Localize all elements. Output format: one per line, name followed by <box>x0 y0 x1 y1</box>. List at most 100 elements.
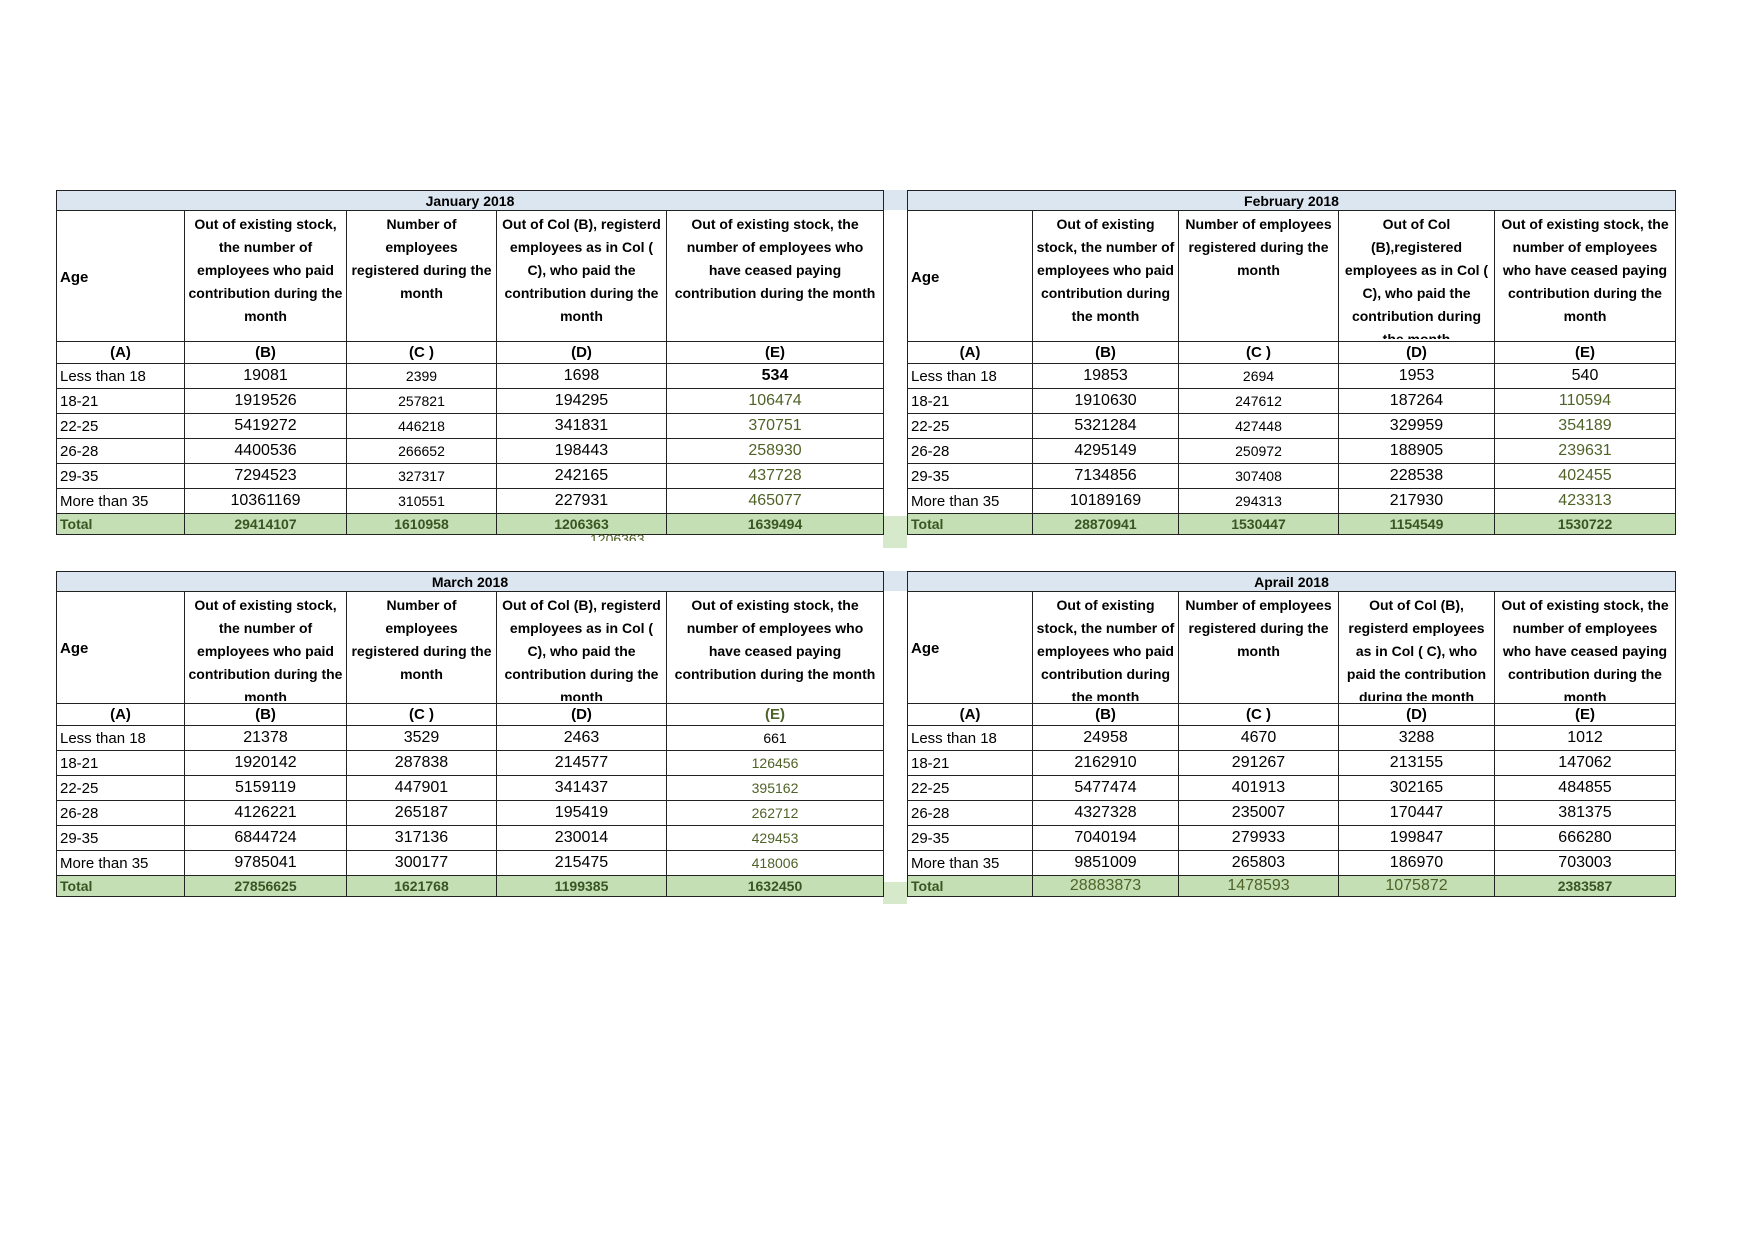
total-value: 1154549 <box>1338 513 1495 535</box>
table-row: 26-28 4126221 265187 195419 262712 <box>56 800 884 826</box>
gap-fill-total <box>883 516 907 548</box>
column-letter: (C ) <box>1178 341 1339 364</box>
value-cell: 195419 <box>496 800 667 826</box>
table-january-2018: January 2018 Age Out of existing stock, th… <box>55 190 885 535</box>
table-row: 29-35 7134856 307408 228538 402455 <box>907 463 1676 489</box>
value-cell: 188905 <box>1338 438 1495 464</box>
column-header: Out of existing stock, the number of emp… <box>666 591 884 704</box>
column-letter: (E) <box>1494 703 1676 726</box>
table-february-2018: February 2018 Age Out of existing stock, t… <box>907 190 1676 535</box>
column-letter: (E) <box>666 703 884 726</box>
table-row: 26-28 4295149 250972 188905 239631 <box>907 438 1676 464</box>
value-cell: 235007 <box>1178 800 1339 826</box>
value-cell: 381375 <box>1494 800 1676 826</box>
column-header-text: Out of existing stock, the number of emp… <box>188 597 343 701</box>
age-group-cell: More than 35 <box>56 488 185 514</box>
total-label: Total <box>56 875 185 897</box>
value-cell: 447901 <box>346 775 497 801</box>
overflow-text-fragment: 1206363 <box>590 534 645 541</box>
age-group-cell: 22-25 <box>907 413 1033 439</box>
table-row: 26-28 4327328 235007 170447 381375 <box>907 800 1676 826</box>
value-cell: 661 <box>666 725 884 751</box>
age-group-cell: More than 35 <box>907 488 1033 514</box>
value-cell: 170447 <box>1338 800 1495 826</box>
column-header: Number of employees registered during th… <box>1178 591 1339 704</box>
value-cell: 2694 <box>1178 363 1339 389</box>
column-header-text: Out of Col (B),registered employees as i… <box>1344 216 1489 339</box>
age-group-cell: Less than 18 <box>56 725 185 751</box>
total-value: 2383587 <box>1494 875 1676 897</box>
total-row: Total 28883873 1478593 1075872 2383587 <box>907 875 1676 897</box>
age-group-cell: 22-25 <box>56 413 185 439</box>
value-cell: 257821 <box>346 388 497 414</box>
age-group-cell: 22-25 <box>907 775 1033 801</box>
column-header: Out of existing stock, the number of emp… <box>1494 591 1676 704</box>
age-group-cell: Less than 18 <box>907 363 1033 389</box>
value-cell: 21378 <box>184 725 347 751</box>
total-value: 29414107 <box>184 513 347 535</box>
column-letter: (B) <box>184 341 347 364</box>
table-title: January 2018 <box>55 190 885 211</box>
total-value: 27856625 <box>184 875 347 897</box>
value-cell: 194295 <box>496 388 667 414</box>
value-cell: 214577 <box>496 750 667 776</box>
column-header-text: Out of existing stock, the number of emp… <box>1501 216 1669 324</box>
value-cell: 5419272 <box>184 413 347 439</box>
total-label: Total <box>56 513 185 535</box>
value-cell: 1919526 <box>184 388 347 414</box>
value-cell: 258930 <box>665 438 885 464</box>
column-letter: (A) <box>56 341 185 364</box>
table-row: More than 35 10189169 294313 217930 423313 <box>907 488 1676 514</box>
table-row: 18-21 1920142 287838 214577 126456 <box>56 750 884 776</box>
value-cell: 227931 <box>496 488 667 514</box>
age-group-cell: 29-35 <box>907 825 1033 851</box>
column-letter: (C ) <box>346 341 497 364</box>
column-header: Number of employees registered during th… <box>346 210 497 342</box>
age-group-cell: 29-35 <box>56 825 185 851</box>
column-letter: (A) <box>56 703 185 726</box>
column-header: Out of Col (B),registered employees as i… <box>1338 210 1495 342</box>
table-row: 29-35 7040194 279933 199847 666280 <box>907 825 1676 851</box>
value-cell: 1012 <box>1494 725 1676 751</box>
value-cell: 2162910 <box>1032 750 1179 776</box>
age-column-header: Age <box>56 591 185 704</box>
value-cell: 6844724 <box>184 825 347 851</box>
column-header-text: Out of existing stock, the number of emp… <box>674 597 876 682</box>
table-row: 22-25 5321284 427448 329959 354189 <box>907 413 1676 439</box>
value-cell: 341831 <box>496 413 667 439</box>
value-cell: 186970 <box>1338 850 1495 876</box>
value-cell: 4400536 <box>184 438 347 464</box>
table-row: 22-25 5419272 446218 341831 370751 <box>56 413 885 439</box>
value-cell: 5477474 <box>1032 775 1179 801</box>
column-letter: (D) <box>496 341 667 364</box>
value-cell: 423313 <box>1494 488 1676 514</box>
table-row: More than 35 10361169 310551 227931 465077 <box>56 488 885 514</box>
column-letter: (E) <box>665 341 885 364</box>
age-group-cell: Less than 18 <box>56 363 185 389</box>
column-letter: (D) <box>496 703 667 726</box>
table-row: 22-25 5159119 447901 341437 395162 <box>56 775 884 801</box>
age-group-cell: 18-21 <box>56 388 185 414</box>
value-cell: 4126221 <box>184 800 347 826</box>
value-cell: 110594 <box>1494 388 1676 414</box>
column-header-text: Number of employees registered during th… <box>1185 597 1332 659</box>
column-header-text: Out of Col (B), registerd employees as i… <box>502 597 661 701</box>
value-cell: 9851009 <box>1032 850 1179 876</box>
table-title: February 2018 <box>907 190 1676 211</box>
value-cell: 402455 <box>1494 463 1676 489</box>
value-cell: 307408 <box>1178 463 1339 489</box>
value-cell: 1920142 <box>184 750 347 776</box>
column-header-text: Number of employees registered during th… <box>351 597 492 682</box>
column-header: Out of existing stock, the number of emp… <box>1032 210 1179 342</box>
column-letter: (A) <box>907 703 1033 726</box>
total-value: 1530447 <box>1178 513 1339 535</box>
total-value: 1530722 <box>1494 513 1676 535</box>
value-cell: 279933 <box>1178 825 1339 851</box>
value-cell: 199847 <box>1338 825 1495 851</box>
gap-fill-title <box>883 190 907 210</box>
age-group-cell: 26-28 <box>56 800 185 826</box>
value-cell: 5321284 <box>1032 413 1179 439</box>
value-cell: 2399 <box>346 363 497 389</box>
column-header: Number of employees registered during th… <box>346 591 497 704</box>
value-cell: 3529 <box>346 725 497 751</box>
